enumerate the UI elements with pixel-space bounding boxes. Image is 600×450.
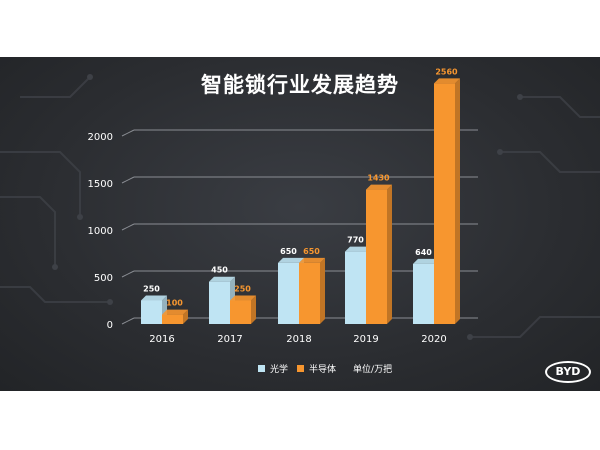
bar-optical-2018-top [278,257,304,263]
bar-semiconductor-2019-side [387,184,392,324]
byd-logo: BYD [545,361,591,383]
gridline-diagonal [121,176,135,184]
chart-legend: 光学 半导体 单位/万把 [258,362,392,375]
legend-swatch-semiconductor [297,365,305,372]
y-tick-label: 500 [94,273,113,284]
bar-semiconductor-2016-top [162,309,188,315]
bar-optical-2019-top [345,246,371,252]
bar-semiconductor-2016 [162,314,183,324]
bar-semiconductor-2019-top [366,184,392,190]
bar-optical-2016-top [141,295,167,301]
bar-semiconductor-2018 [299,262,320,324]
bar-optical-2018 [278,262,299,324]
data-label-semiconductor-2018: 650 [303,247,320,256]
x-tick-label-2018: 2018 [286,334,311,345]
data-label-semiconductor-2016: 100 [166,299,183,308]
slide-background: 智能锁行业发展趋势 0 500 1000 1500 2000 250 100 2016 450 2… [0,57,600,391]
gridline-diagonal [121,317,135,325]
bar-semiconductor-2016-side [183,309,188,324]
gridline-diagonal [121,223,135,231]
gridline-diagonal [121,129,135,137]
x-tick-label-2017: 2017 [217,334,242,345]
data-label-semiconductor-2020: 2560 [435,67,458,76]
bar-optical-2017 [209,281,230,324]
bar-semiconductor-2018-side [320,257,325,324]
bar-chart: 0 500 1000 1500 2000 250 100 2016 450 250 2017 650 6… [88,67,478,345]
bar-semiconductor-2019 [366,189,387,324]
legend-label-optical: 光学 [270,365,289,375]
bar-semiconductor-2017-top [230,295,256,301]
y-tick-label: 0 [107,320,113,331]
bar-semiconductor-2020-side [455,78,460,324]
bar-semiconductor-2018-top [299,257,325,263]
data-label-optical-2020: 640 [415,248,432,257]
circuit-background-pattern [0,74,600,340]
chart-title: 智能锁行业发展趋势 [201,73,399,97]
bar-optical-2016 [141,300,162,324]
y-tick-label: 2000 [88,132,113,143]
bar-optical-2019 [345,251,366,324]
bar-semiconductor-2017-side [251,295,256,324]
bar-optical-2020-top [413,258,439,264]
y-tick-label: 1500 [88,179,113,190]
data-label-semiconductor-2017: 250 [234,285,251,294]
data-label-optical-2019: 770 [347,236,364,245]
legend-swatch-optical [258,365,265,372]
bar-semiconductor-2020 [434,83,455,324]
data-label-optical-2018: 650 [280,247,297,256]
x-tick-label-2020: 2020 [421,334,446,345]
bar-semiconductor-2020-top [434,78,460,84]
bar-semiconductor-2017 [230,300,251,324]
data-label-optical-2017: 450 [211,266,228,275]
unit-label: 单位/万把 [353,365,393,375]
data-label-optical-2016: 250 [143,285,160,294]
bar-optical-2017-top [209,276,235,282]
legend-label-semiconductor: 半导体 [309,365,337,375]
x-tick-label-2019: 2019 [353,334,378,345]
x-tick-label-2016: 2016 [149,334,174,345]
y-tick-label: 1000 [88,226,113,237]
bar-optical-2020 [413,263,434,324]
gridline-diagonal [121,270,135,278]
data-label-semiconductor-2019: 1430 [367,174,390,183]
